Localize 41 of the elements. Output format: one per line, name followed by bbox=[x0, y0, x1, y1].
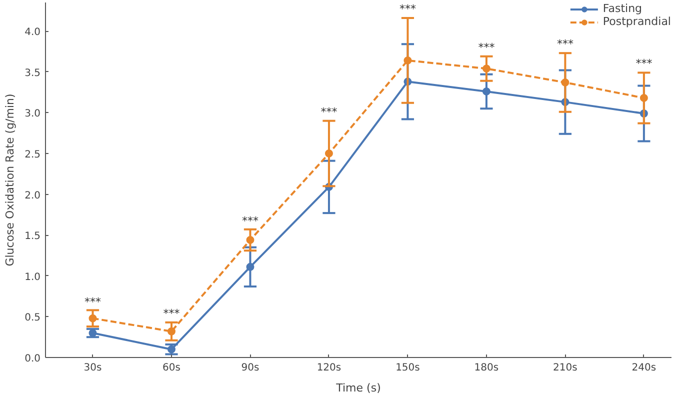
annotation: *** bbox=[556, 38, 574, 51]
x-tick-label: 30s bbox=[84, 362, 102, 374]
legend-label: Fasting bbox=[602, 2, 642, 15]
y-tick-label: 3.5 bbox=[24, 68, 41, 79]
y-tick-label: 1.5 bbox=[24, 231, 41, 242]
point bbox=[88, 314, 97, 322]
x-axis-title: Time (s) bbox=[335, 382, 381, 394]
x-tick-label: 210s bbox=[553, 362, 578, 374]
x-tick-label: 150s bbox=[396, 362, 420, 374]
annotation: *** bbox=[84, 296, 102, 309]
annotation: *** bbox=[163, 306, 180, 320]
point bbox=[167, 327, 176, 336]
x-tick-label: 240s bbox=[632, 362, 656, 374]
point bbox=[246, 262, 254, 271]
x-tick-label: 180s bbox=[474, 362, 499, 374]
annotation: *** bbox=[320, 105, 338, 118]
point bbox=[640, 94, 648, 102]
point bbox=[167, 345, 176, 354]
annotation: *** bbox=[242, 214, 259, 228]
y-tick-label: 2.5 bbox=[24, 149, 41, 160]
y-tick-label: 0.5 bbox=[24, 312, 41, 324]
y-tick-label: 1.0 bbox=[24, 272, 41, 283]
point bbox=[482, 64, 490, 73]
point bbox=[561, 78, 570, 86]
point bbox=[324, 149, 333, 158]
y-tick-label: 0.0 bbox=[24, 354, 41, 364]
y-tick-label: 4.0 bbox=[24, 27, 41, 38]
y-tick-label: 2.0 bbox=[24, 190, 41, 202]
annotation: *** bbox=[478, 40, 496, 54]
point bbox=[246, 236, 254, 244]
point bbox=[88, 329, 97, 338]
annotation: *** bbox=[399, 2, 416, 16]
point bbox=[482, 87, 490, 96]
y-axis-title: Glucose Oxidation Rate (g/min) bbox=[4, 94, 17, 266]
annotation: *** bbox=[636, 57, 653, 70]
point bbox=[404, 56, 412, 64]
y-tick-label: 3.0 bbox=[24, 108, 41, 120]
x-tick-label: 90s bbox=[241, 362, 260, 374]
legend-label: Postprandial bbox=[602, 15, 671, 28]
x-tick-label: 120s bbox=[316, 362, 342, 374]
x-tick-label: 60s bbox=[162, 362, 180, 374]
